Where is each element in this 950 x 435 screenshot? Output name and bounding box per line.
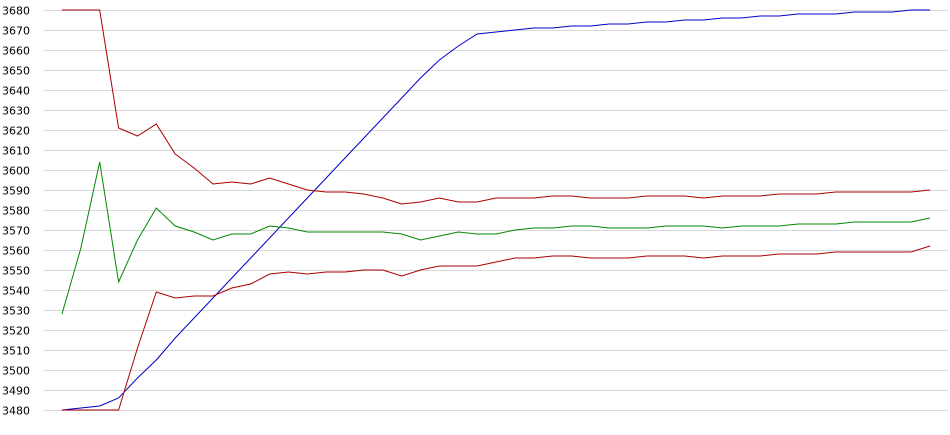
series-line-1 — [61, 9, 930, 411]
y-tick-label: 3600 — [2, 165, 30, 178]
y-tick-label: 3670 — [2, 25, 30, 38]
y-tick-label: 3550 — [2, 265, 30, 278]
y-tick-label: 3640 — [2, 85, 30, 98]
y-tick-label: 3590 — [2, 185, 30, 198]
y-tick-label: 3530 — [2, 305, 30, 318]
series-lines — [61, 9, 931, 411]
y-tick-label: 3620 — [2, 125, 30, 138]
y-tick-label: 3520 — [2, 325, 30, 338]
y-tick-label: 3660 — [2, 45, 30, 58]
y-tick-label: 3630 — [2, 105, 30, 118]
y-tick-label: 3680 — [2, 5, 30, 18]
series-line-4 — [62, 245, 931, 411]
series-line-3 — [61, 161, 931, 315]
y-tick-label: 3580 — [2, 205, 30, 218]
y-tick-label: 3500 — [2, 365, 30, 378]
y-tick-label: 3610 — [2, 145, 30, 158]
y-tick-label: 3560 — [2, 245, 30, 258]
y-tick-label: 3540 — [2, 285, 30, 298]
grid-lines — [44, 10, 948, 411]
y-tick-label: 3570 — [2, 225, 30, 238]
series-line-2 — [62, 9, 931, 205]
y-tick-label: 3650 — [2, 65, 30, 78]
y-tick-label: 3480 — [2, 405, 30, 418]
y-axis-tick-labels: 3480 3490 3500 3510 3520 3530 3540 3550 3560 3570… — [2, 5, 30, 418]
y-tick-label: 3490 — [2, 385, 30, 398]
y-tick-label: 3510 — [2, 345, 30, 358]
